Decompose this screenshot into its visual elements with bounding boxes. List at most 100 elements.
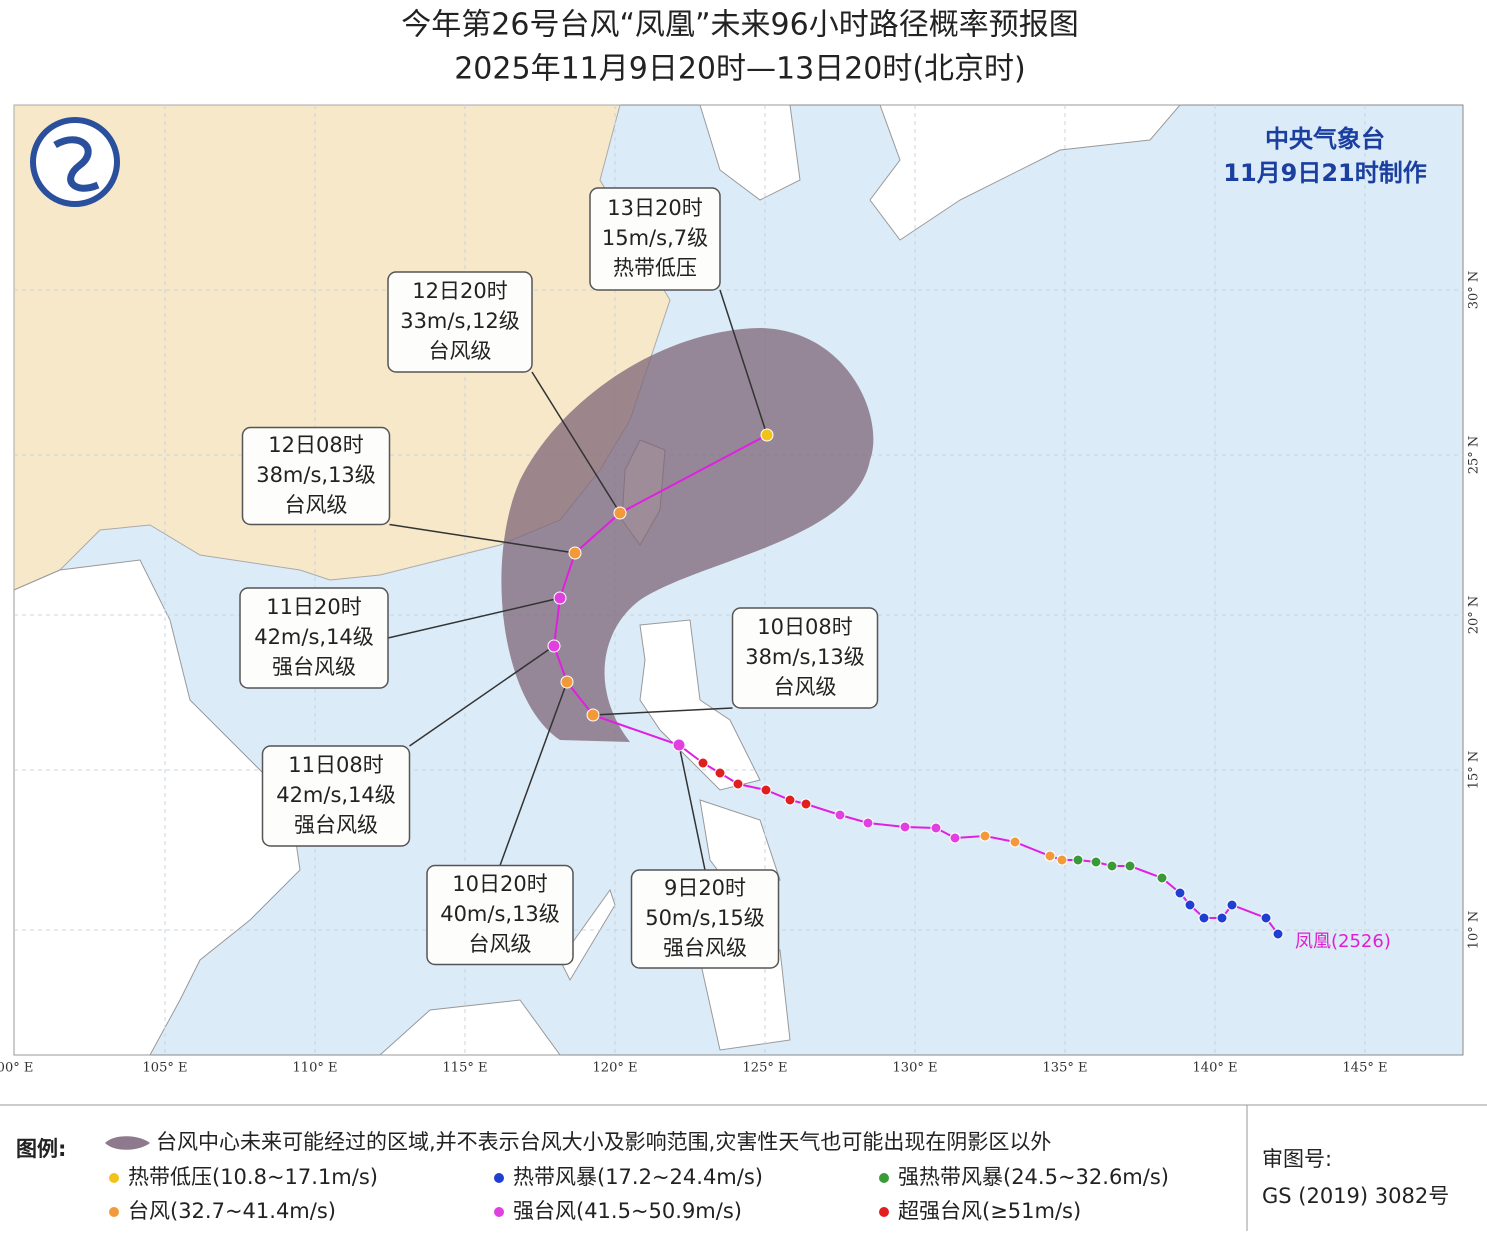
forecast-time: 9日20时 (664, 876, 746, 900)
forecast-time: 10日08时 (757, 615, 852, 639)
track-point (1216, 912, 1228, 924)
legend-item: 台风(32.7~41.4m/s) (128, 1199, 336, 1223)
forecast-time: 11日20时 (266, 595, 361, 619)
forecast-point (568, 546, 582, 560)
forecast-point (553, 591, 567, 605)
forecast-grade: 台风级 (429, 339, 492, 363)
track-point (1090, 856, 1102, 868)
lon-label: 140° E (1193, 1061, 1238, 1076)
lat-label: 20° N (1467, 596, 1482, 635)
track-point (930, 822, 942, 834)
lat-label: 15° N (1467, 751, 1482, 790)
forecast-point (760, 428, 774, 442)
forecast-wind: 33m/s,12级 (400, 309, 520, 333)
forecast-grade: 热带低压 (613, 256, 697, 280)
lon-label: 120° E (593, 1061, 638, 1076)
track-point (732, 778, 744, 790)
leader-line (387, 597, 561, 639)
lon-label: 110° E (293, 1061, 338, 1076)
forecast-grade: 台风级 (774, 675, 837, 699)
leader-line (499, 681, 568, 866)
track (552, 434, 1284, 940)
subtitle: 2025年11月9日20时—13日20时(北京时) (454, 52, 1026, 87)
lat-label: 25° N (1467, 436, 1482, 475)
forecast-box (239, 587, 389, 689)
track-point (1226, 899, 1238, 911)
forecast-time: 12日20时 (412, 279, 507, 303)
forecast-time: 12日08时 (268, 433, 363, 457)
leader-line (678, 744, 706, 871)
map-area (13, 104, 1464, 1056)
forecast-box (589, 187, 721, 291)
track-point (1056, 854, 1068, 866)
track-point (1124, 860, 1136, 872)
forecast-box (387, 271, 533, 373)
track-point (862, 817, 874, 829)
lon-label: 130° E (893, 1061, 938, 1076)
legend-title: 图例: (16, 1137, 66, 1161)
forecast-grade: 强台风级 (272, 655, 356, 679)
forecast-time: 10日20时 (452, 872, 547, 896)
forecast-point (672, 738, 686, 752)
forecast-grade: 强台风级 (663, 936, 747, 960)
legend-item: 热带风暴(17.2~24.4m/s) (513, 1165, 763, 1189)
typhoon-label: 凤凰(2526) (1295, 931, 1391, 952)
forecast-wind: 40m/s,13级 (440, 902, 560, 926)
forecast-box (241, 426, 391, 526)
legend-cone-icon (105, 1136, 150, 1150)
track-point (1198, 912, 1210, 924)
track-point (1009, 836, 1021, 848)
track-point (760, 784, 772, 796)
lon-label: 125° E (743, 1061, 788, 1076)
forecast-point (613, 506, 627, 520)
forecast-box (731, 607, 879, 709)
leader-line (592, 707, 733, 716)
agency: 中央气象台 (1265, 125, 1385, 153)
track-point (1156, 872, 1168, 884)
track-point (1184, 899, 1196, 911)
track-point (1174, 887, 1186, 899)
forecast-box (630, 869, 780, 969)
forecast-time: 13日20时 (607, 196, 702, 220)
forecast-wind: 42m/s,14级 (254, 625, 374, 649)
legend-swatch (109, 1173, 119, 1183)
forecast-wind: 15m/s,7级 (602, 226, 708, 250)
leader-line (719, 289, 768, 436)
legend-swatch (879, 1173, 889, 1183)
legend-item: 强热带风暴(24.5~32.6m/s) (898, 1165, 1169, 1189)
legend-item: 超强台风(≥51m/s) (898, 1199, 1081, 1223)
leader-line (409, 645, 555, 747)
forecast-point (547, 639, 561, 653)
track-point (899, 821, 911, 833)
track-point (1072, 854, 1084, 866)
forecast-wind: 50m/s,15级 (645, 906, 765, 930)
forecast-time: 11日08时 (288, 753, 383, 777)
track-point (697, 757, 709, 769)
forecast-grade: 强台风级 (294, 813, 378, 837)
issued: 11月9日21时制作 (1223, 159, 1427, 187)
forecast-point (560, 675, 574, 689)
forecast-box (261, 745, 411, 847)
forecast-grade: 台风级 (469, 932, 532, 956)
track-point (1106, 860, 1118, 872)
legend-swatch (494, 1207, 504, 1217)
forecast-wind: 38m/s,13级 (745, 645, 865, 669)
track-point (784, 794, 796, 806)
legend-swatch (109, 1207, 119, 1217)
track-point (834, 809, 846, 821)
track-point (1044, 850, 1056, 862)
leader-line (531, 371, 621, 514)
lon-label: 115° E (443, 1061, 488, 1076)
approval-label: 审图号: (1262, 1147, 1332, 1171)
track-point (1272, 928, 1284, 940)
forecast-box (426, 864, 574, 966)
approval-number: GS (2019) 3082号 (1262, 1184, 1449, 1208)
title: 今年第26号台风“凤凰”未来96小时路径概率预报图 (401, 8, 1078, 43)
legend-cone: 台风中心未来可能经过的区域,并不表示台风大小及影响范围,灾害性天气也可能出现在阴… (156, 1130, 1051, 1154)
lon-label: 145° E (1343, 1061, 1388, 1076)
axis-labels: 00° E 105° E 110° E 115° E 120° E 125° E 130° … (0, 271, 1482, 1076)
lon-label: 105° E (143, 1061, 188, 1076)
forecast-point (586, 708, 600, 722)
legend: 热带低压(10.8~17.1m/s) 热带风暴(17.2~24.4m/s) 强热带风… (109, 1165, 1169, 1223)
